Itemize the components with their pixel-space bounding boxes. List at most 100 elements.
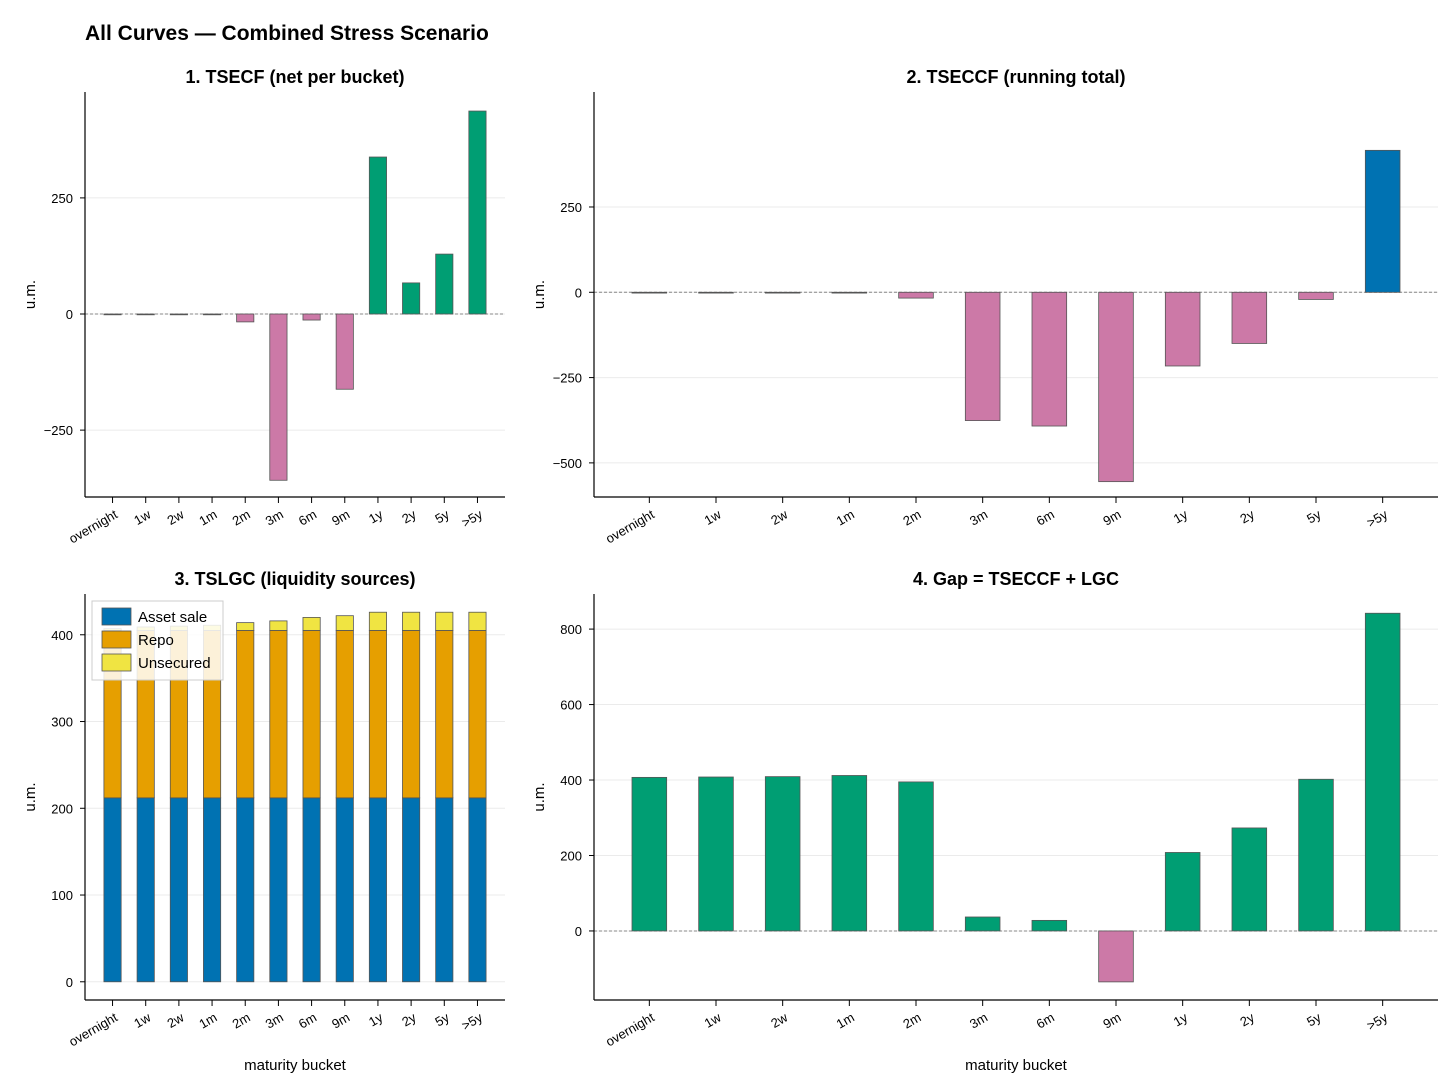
bar-segment-repo xyxy=(269,630,288,799)
x-tick-label: 9m xyxy=(329,1010,352,1032)
y-tick-label: 200 xyxy=(560,848,582,863)
bar-9m xyxy=(1098,930,1134,983)
bar-2m xyxy=(236,313,255,323)
y-tick-label: 200 xyxy=(51,801,73,816)
bar-segment-asset-sale xyxy=(269,797,288,983)
x-axis-label: maturity bucket xyxy=(244,1057,347,1074)
bar-1y xyxy=(1164,291,1201,367)
bar->5y xyxy=(468,110,487,315)
y-tick-label: 0 xyxy=(66,975,73,990)
y-axis-label: u.m. xyxy=(22,280,39,309)
bar-1m xyxy=(831,291,868,294)
bar-5y xyxy=(1298,778,1334,932)
bar-2m xyxy=(898,781,934,932)
x-tick-label: overnight xyxy=(603,1009,657,1049)
bar-2w xyxy=(764,291,801,294)
panel-title: 4. Gap = TSECCF + LGC xyxy=(913,569,1119,589)
bar-segment-unsecured xyxy=(368,611,387,631)
bar-6m xyxy=(1031,291,1068,427)
bar-2y xyxy=(1231,291,1268,344)
x-tick-label: 3m xyxy=(263,1010,286,1032)
bar-9m xyxy=(1098,291,1134,483)
y-axis-label: u.m. xyxy=(531,782,548,811)
bar-segment-asset-sale xyxy=(435,797,454,983)
bar-overnight xyxy=(103,313,122,316)
x-tick-label: 1y xyxy=(1171,506,1191,526)
bar-5y xyxy=(435,253,454,315)
legend: Asset sale Repo Unsecured xyxy=(91,600,224,681)
bar-3m xyxy=(269,313,288,481)
x-tick-label: 1m xyxy=(196,507,219,529)
x-tick-label: 1w xyxy=(131,506,153,528)
y-tick-label: −500 xyxy=(553,456,582,471)
x-tick-label: 3m xyxy=(967,507,990,529)
x-tick-label: 1y xyxy=(366,506,386,526)
bar-segment-unsecured xyxy=(302,617,321,631)
bar-segment-asset-sale xyxy=(468,797,487,983)
x-tick-label: 5y xyxy=(1304,1009,1324,1029)
bar-3m xyxy=(964,916,1001,932)
x-tick-label: 6m xyxy=(296,1010,319,1032)
bar-2y xyxy=(1231,827,1268,932)
panel-3: 3. TSLGC (liquidity sources) 0 100 200 300 40… xyxy=(22,569,505,1074)
y-tick-label: 600 xyxy=(560,698,582,713)
y-tick-label: 400 xyxy=(560,773,582,788)
legend-swatch xyxy=(101,630,132,649)
bar-segment-repo xyxy=(468,630,487,799)
bar-2m xyxy=(898,291,934,299)
x-tick-label: 9m xyxy=(329,507,352,529)
bar-2w xyxy=(764,776,801,932)
x-tick-label: >5y xyxy=(459,506,485,530)
x-tick-label: 2y xyxy=(1237,506,1257,526)
x-tick-label: 2w xyxy=(768,506,790,528)
y-tick-label: 800 xyxy=(560,622,582,637)
x-tick-label: 1y xyxy=(1171,1009,1191,1029)
bar-segment-asset-sale xyxy=(169,797,188,983)
y-tick-label: 0 xyxy=(575,924,582,939)
bar-5y xyxy=(1298,291,1334,300)
panel-title: 1. TSECF (net per bucket) xyxy=(185,67,404,87)
bar-segment-unsecured xyxy=(435,611,454,631)
bar-3m xyxy=(964,291,1001,421)
x-tick-label: 6m xyxy=(1034,1010,1057,1032)
x-tick-label: 2m xyxy=(900,1010,923,1032)
x-tick-label: 1m xyxy=(196,1010,219,1032)
y-tick-label: 300 xyxy=(51,715,73,730)
y-tick-label: 100 xyxy=(51,888,73,903)
bar-1m xyxy=(203,313,222,316)
x-tick-label: 1w xyxy=(131,1009,153,1031)
bar-6m xyxy=(1031,919,1068,932)
panel-title: 2. TSECCF (running total) xyxy=(907,67,1126,87)
y-tick-label: 0 xyxy=(66,307,73,322)
x-tick-label: >5y xyxy=(1364,1009,1390,1033)
bar-overnight xyxy=(631,776,668,932)
x-tick-label: 5y xyxy=(1304,506,1324,526)
x-tick-label: 5y xyxy=(432,1009,452,1029)
bar-segment-unsecured xyxy=(402,611,421,631)
bar-segment-asset-sale xyxy=(335,797,354,983)
x-tick-label: 2m xyxy=(230,507,253,529)
x-tick-label: overnight xyxy=(603,506,657,546)
x-tick-label: 2w xyxy=(164,506,186,528)
x-tick-label: 5y xyxy=(432,506,452,526)
bar->5y xyxy=(1364,612,1401,932)
bar-segment-unsecured xyxy=(468,611,487,631)
bar-segment-asset-sale xyxy=(203,797,222,983)
y-tick-label: 250 xyxy=(560,200,582,215)
legend-swatch xyxy=(101,607,132,626)
panel-title: 3. TSLGC (liquidity sources) xyxy=(174,569,415,589)
x-tick-label: 9m xyxy=(1100,507,1123,529)
bar-segment-asset-sale xyxy=(402,797,421,983)
x-tick-label: overnight xyxy=(66,1009,120,1049)
x-tick-label: 2y xyxy=(399,506,419,526)
bar-segment-unsecured xyxy=(236,622,255,631)
bar-segment-repo xyxy=(335,630,354,799)
panel-2: 2. TSECCF (running total) −500 −250 0 250 ove… xyxy=(531,67,1438,546)
legend-label: Repo xyxy=(138,632,174,649)
x-tick-label: 2w xyxy=(164,1009,186,1031)
y-axis-label: u.m. xyxy=(22,782,39,811)
x-tick-label: >5y xyxy=(459,1009,485,1033)
bar-1y xyxy=(368,156,387,315)
